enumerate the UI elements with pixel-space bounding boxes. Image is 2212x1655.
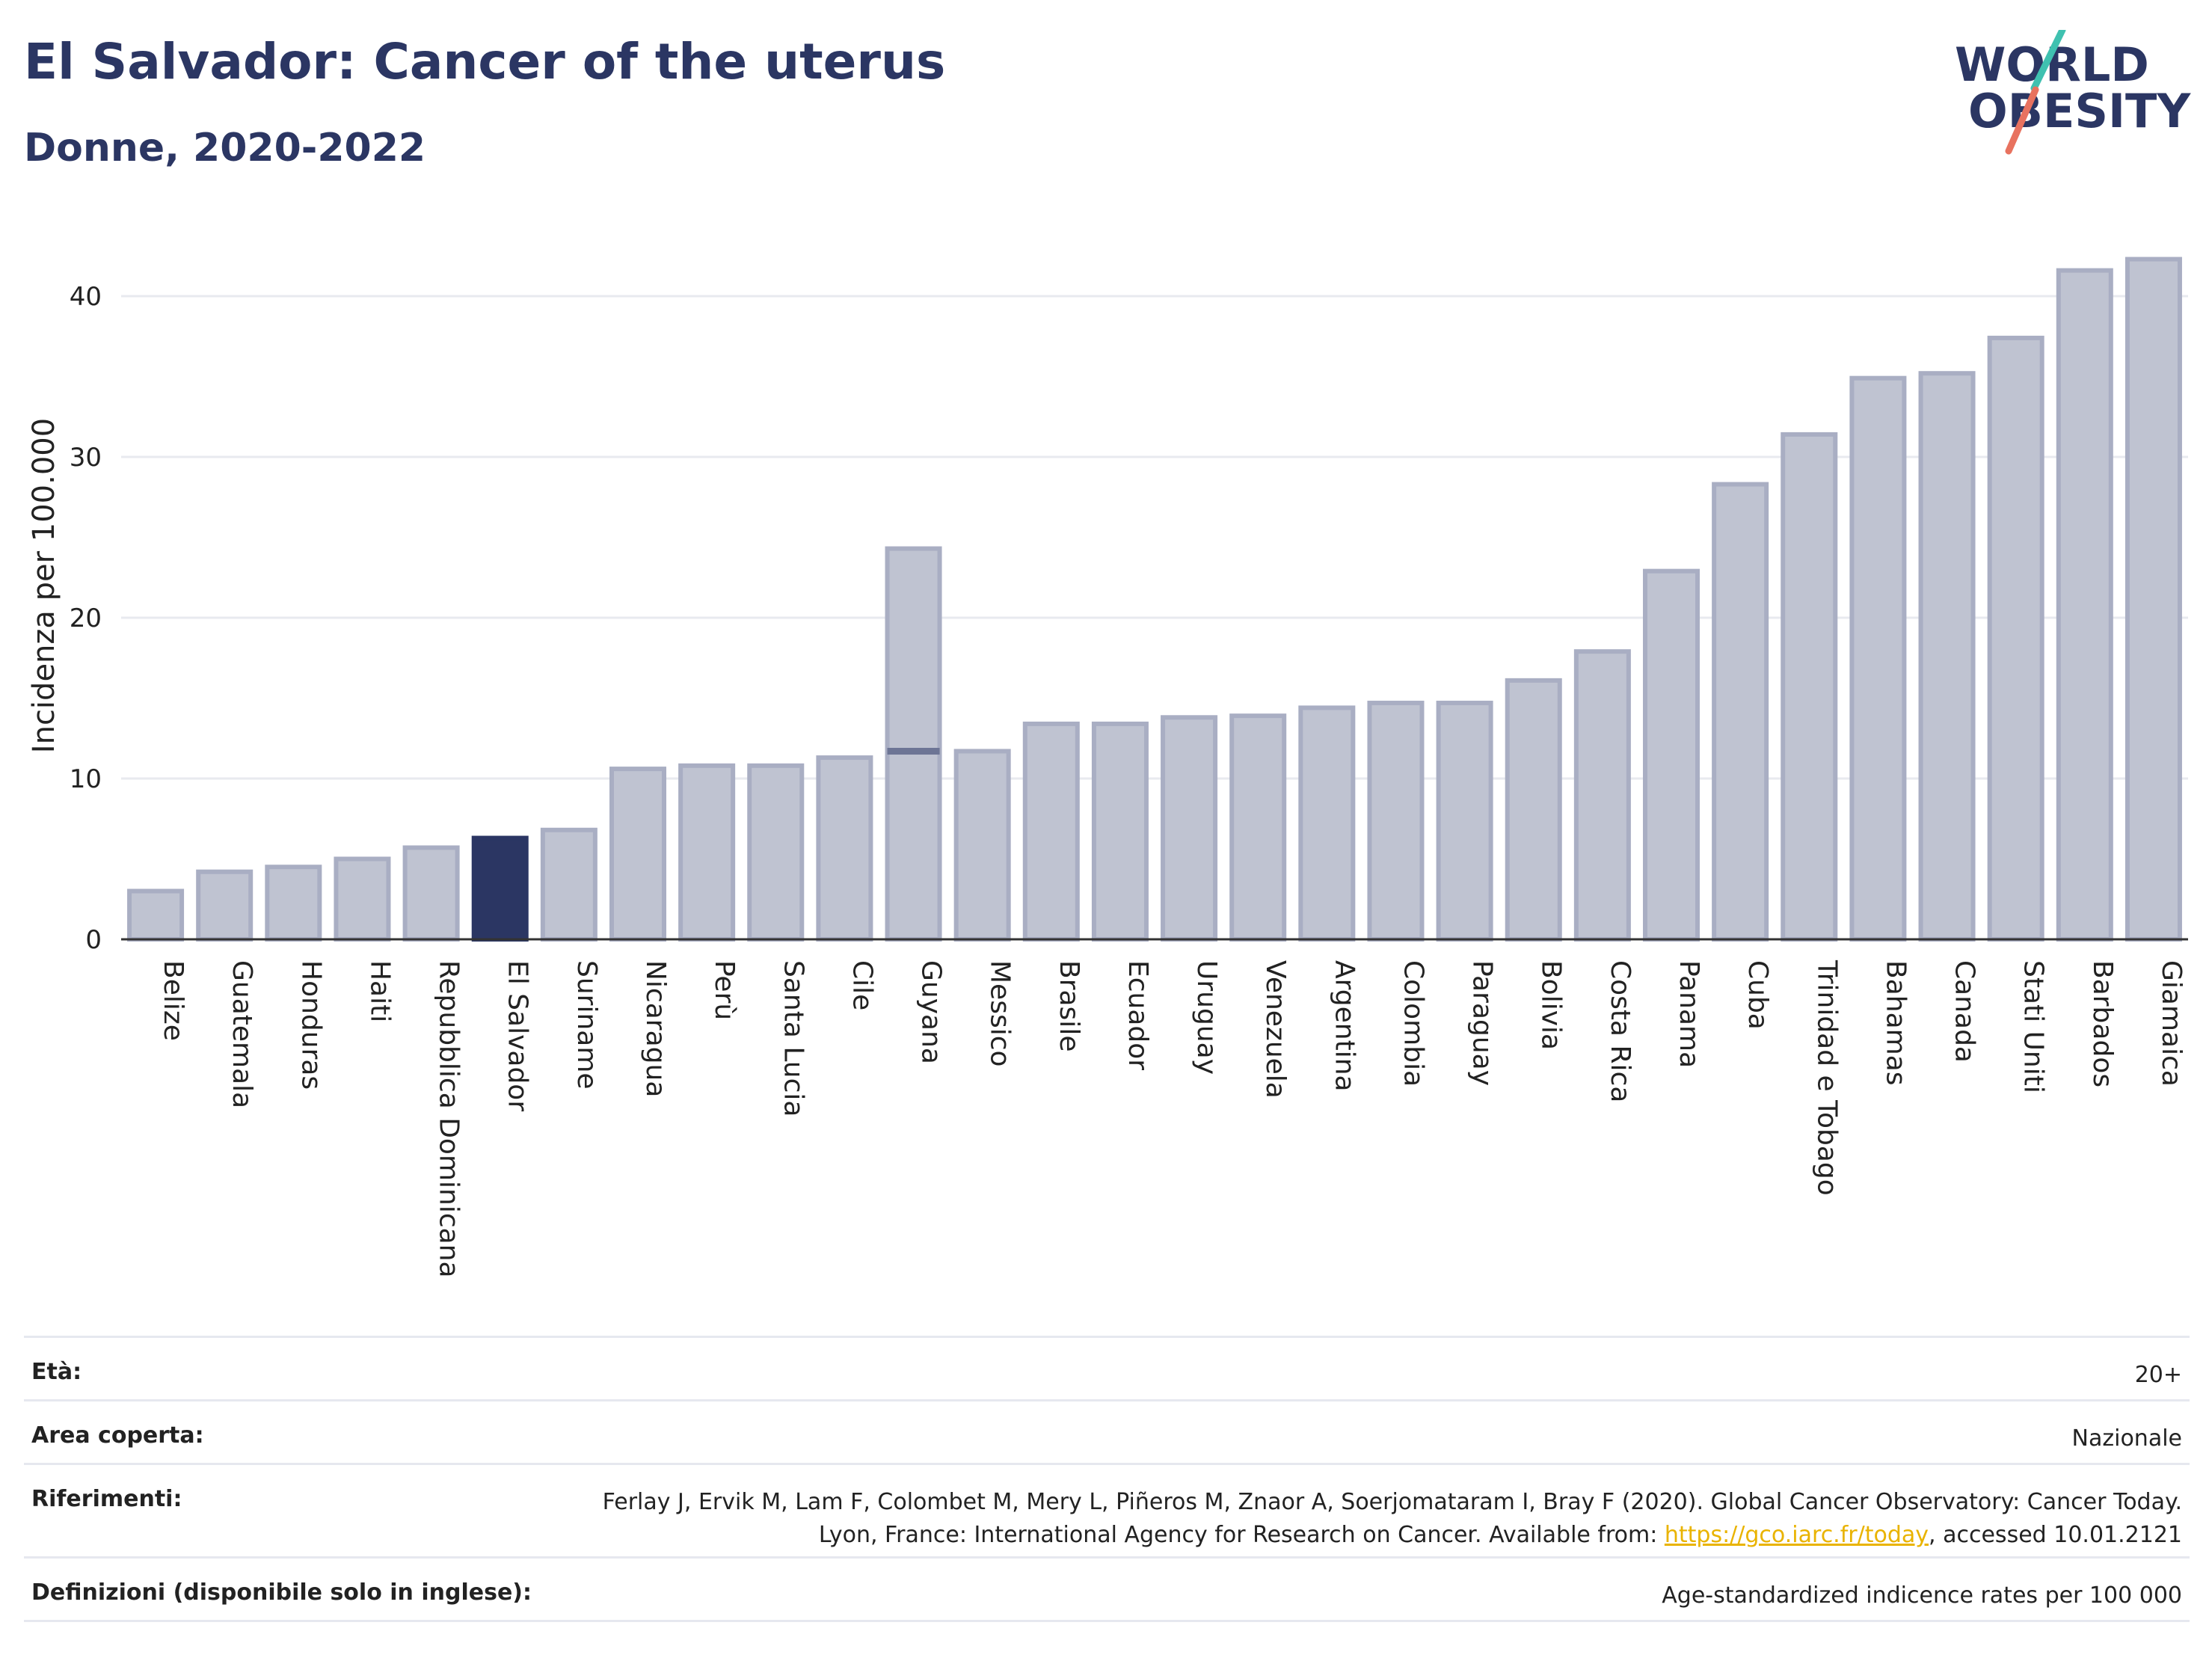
bar	[1642, 568, 1701, 942]
x-tick-label: Cuba	[1742, 960, 1773, 1030]
bar	[1091, 721, 1149, 942]
bar	[2125, 257, 2182, 942]
bar	[1573, 649, 1631, 942]
x-tick-label: Guatemala	[227, 960, 257, 1108]
bar	[127, 888, 185, 942]
bar	[265, 865, 322, 942]
world-obesity-logo: WORLD OBESITY	[1955, 30, 2191, 155]
x-tick-label: Haiti	[364, 960, 395, 1022]
x-tick-label: Cile	[847, 960, 877, 1010]
reference-accessed: , accessed 10.01.2121	[1929, 1522, 2182, 1548]
info-value-area: Nazionale	[539, 1399, 2190, 1464]
y-tick-label: 0	[85, 925, 102, 955]
bar	[1849, 375, 1907, 942]
logo-word-obesity: OBESITY	[1968, 84, 2191, 138]
x-tick-label: Barbados	[2087, 960, 2118, 1087]
info-row-age: Età: 20+	[24, 1336, 2190, 1401]
x-tick-label: El Salvador	[503, 960, 533, 1111]
bar	[1367, 700, 1425, 942]
info-label-definitions: Definizioni (disponibile solo in inglese…	[24, 1556, 539, 1622]
x-tick-label: Costa Rica	[1605, 960, 1635, 1102]
y-tick-label: 20	[70, 604, 102, 633]
x-tick-label: Paraguay	[1467, 960, 1498, 1086]
y-axis-label: Incidenza per 100.000	[27, 418, 61, 753]
info-label-age: Età:	[24, 1336, 539, 1401]
info-row-area: Area coperta: Nazionale	[24, 1399, 2190, 1464]
bar	[402, 845, 460, 942]
y-tick-label: 40	[70, 282, 102, 312]
bar	[1436, 700, 1493, 942]
bar	[1161, 715, 1218, 942]
x-tick-label: Ecuador	[1122, 960, 1153, 1070]
reference-link[interactable]: https://gco.iarc.fr/today	[1664, 1522, 1929, 1548]
bar	[2056, 268, 2113, 942]
x-tick-label: Nicaragua	[640, 960, 671, 1097]
x-tick-label: Venezuela	[1260, 960, 1291, 1099]
bar	[1712, 482, 1769, 942]
x-tick-label: Bolivia	[1536, 960, 1567, 1050]
x-tick-label: Giamaica	[2156, 960, 2187, 1087]
info-label-references: Riferimenti:	[24, 1463, 539, 1558]
x-tick-label: Repubblica Dominicana	[434, 960, 464, 1278]
bar	[609, 767, 667, 942]
reference-text: Ferlay J, Ervik M, Lam F, Colombet M, Me…	[602, 1489, 2182, 1548]
bar-chart: 0 10 20 30 40 Incidenza per 100.000 Belize Guat…	[27, 257, 2188, 1278]
chart-title: El Salvador: Cancer of the uterus	[24, 33, 946, 90]
bar	[678, 763, 736, 942]
info-value-definitions: Age-standardized indicence rates per 100…	[539, 1556, 2190, 1622]
bar	[953, 749, 1011, 942]
x-tick-label: Uruguay	[1191, 960, 1222, 1075]
logo-slash-teal	[2030, 30, 2066, 92]
x-tick-label: Panama	[1674, 960, 1704, 1068]
bar	[885, 546, 942, 942]
info-label-area: Area coperta:	[24, 1399, 539, 1464]
x-tick-label: Perù	[709, 960, 740, 1020]
bar	[1505, 678, 1562, 942]
bar	[334, 856, 391, 942]
info-value-age: 20+	[539, 1336, 2190, 1401]
bar	[816, 755, 873, 942]
x-tick-label: Canada	[1950, 960, 1980, 1063]
info-row-references: Riferimenti: Ferlay J, Ervik M, Lam F, C…	[24, 1463, 2190, 1558]
info-table: Età: 20+ Area coperta: Nazionale Riferim…	[24, 1336, 2190, 1622]
x-tick-label: Argentina	[1329, 960, 1360, 1092]
x-tick-label: Santa Lucia	[778, 960, 808, 1117]
chart-subtitle: Donne, 2020-2022	[24, 126, 426, 171]
bar	[1987, 335, 2044, 942]
x-tick-label: Honduras	[295, 960, 326, 1090]
x-tick-label: Stati Uniti	[2018, 960, 2049, 1093]
bar	[1298, 705, 1356, 942]
x-tick-label: Trinidad e Tobago	[1811, 959, 1842, 1196]
x-tick-label: Brasile	[1054, 960, 1084, 1051]
bar	[1781, 432, 1838, 942]
bar	[196, 869, 254, 942]
bar	[1022, 721, 1080, 942]
info-value-references: Ferlay J, Ervik M, Lam F, Colombet M, Me…	[539, 1463, 2190, 1558]
x-tick-label: Messico	[985, 960, 1016, 1067]
x-tick-label: Bahamas	[1880, 960, 1911, 1086]
bar	[471, 835, 529, 942]
info-row-definitions: Definizioni (disponibile solo in inglese…	[24, 1556, 2190, 1622]
logo-slash-coral	[2005, 86, 2039, 155]
bar	[1229, 713, 1287, 942]
y-tick-label: 10	[70, 764, 102, 794]
x-tick-label: Belize	[158, 960, 188, 1041]
y-tick-label: 30	[70, 443, 102, 473]
bar	[1918, 371, 1976, 942]
x-tick-label: Colombia	[1398, 960, 1428, 1087]
bar	[747, 763, 805, 942]
bar	[540, 827, 597, 942]
x-tick-label: Suriname	[571, 960, 602, 1090]
x-tick-label: Guyana	[916, 960, 947, 1064]
